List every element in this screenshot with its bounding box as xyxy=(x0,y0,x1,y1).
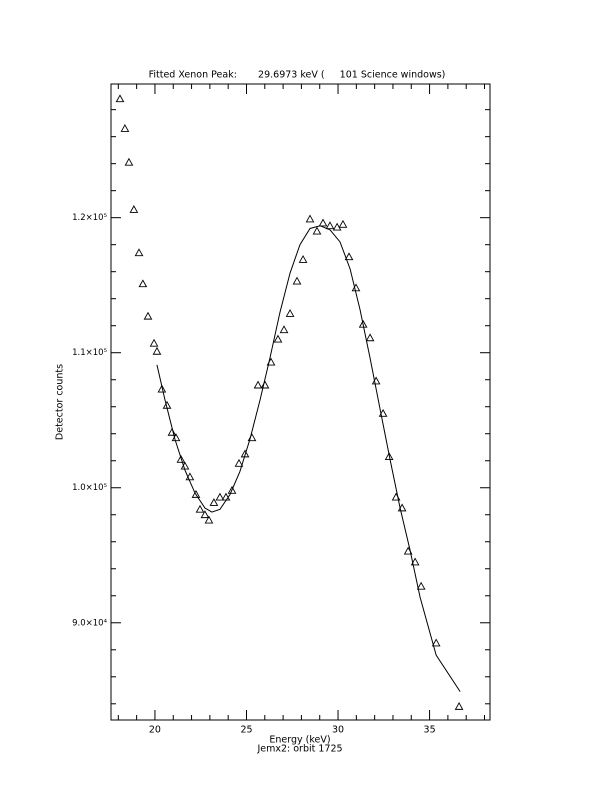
x-axis-label: Energy (keV) xyxy=(269,735,330,746)
data-point xyxy=(454,701,464,710)
data-point xyxy=(332,222,342,231)
data-point xyxy=(358,319,368,328)
data-point xyxy=(124,157,134,166)
y-tick-label: 9.0×10⁴ xyxy=(72,618,107,628)
data-point xyxy=(305,214,315,223)
data-point xyxy=(384,452,394,461)
data-point xyxy=(191,489,201,498)
data-point xyxy=(234,458,244,467)
data-point xyxy=(157,384,167,393)
data-point xyxy=(279,325,289,334)
data-point xyxy=(200,510,210,519)
data-point xyxy=(292,276,302,285)
y-tick-label: 1.0×10⁵ xyxy=(72,483,107,493)
data-point xyxy=(215,492,225,501)
data-point xyxy=(253,380,263,389)
data-point xyxy=(365,333,375,342)
chart-title: Fitted Xenon Peak: 29.6973 keV ( 101 Sci… xyxy=(149,70,446,81)
data-point xyxy=(298,255,308,263)
data-point xyxy=(209,498,219,506)
x-tick-label: 30 xyxy=(332,725,344,736)
data-point xyxy=(149,338,159,347)
data-point xyxy=(431,638,441,647)
plot-frame xyxy=(110,83,491,721)
fit-line xyxy=(156,225,461,692)
data-point xyxy=(152,346,162,355)
data-point xyxy=(416,581,426,590)
y-tick-label: 1.2×10⁵ xyxy=(72,213,107,223)
data-point xyxy=(176,454,186,463)
data-point xyxy=(312,226,322,235)
data-point xyxy=(120,124,130,132)
data-point xyxy=(138,279,148,288)
y-tick-label: 1.1×10⁵ xyxy=(72,348,107,358)
x-tick-label: 25 xyxy=(240,725,252,736)
data-point xyxy=(129,205,139,213)
data-point xyxy=(195,504,205,513)
data-point xyxy=(338,219,348,228)
x-tick-label: 35 xyxy=(424,725,436,736)
x-tick-label: 20 xyxy=(149,725,161,736)
data-point xyxy=(344,252,354,261)
data-point xyxy=(285,309,295,317)
data-point xyxy=(167,427,177,436)
x-axis-sublabel: Jemx2: orbit 1725 xyxy=(256,744,342,755)
data-point xyxy=(240,449,250,458)
data-point xyxy=(273,334,283,343)
data-point xyxy=(143,311,153,320)
data-point xyxy=(318,218,328,227)
y-axis-label: Detector counts xyxy=(55,364,66,440)
data-point xyxy=(134,248,144,257)
data-point xyxy=(115,94,125,103)
data-point xyxy=(204,515,214,524)
data-point xyxy=(227,485,237,494)
data-point xyxy=(325,221,335,230)
data-point xyxy=(410,557,420,566)
